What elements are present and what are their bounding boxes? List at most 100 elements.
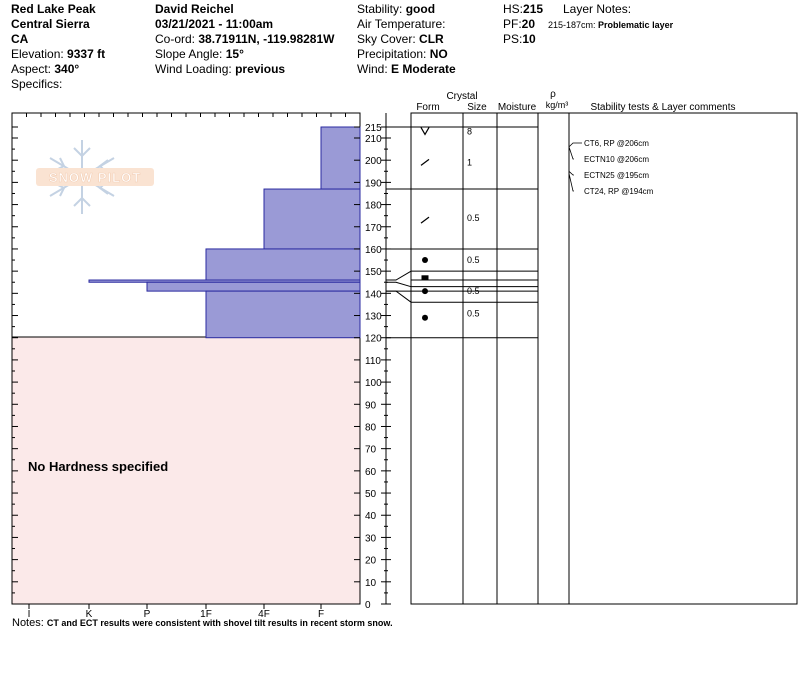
layer-connector-line [386,270,412,281]
depth-axis: 2152102001901801701601501401301201101009… [12,123,391,611]
sky-value: CLR [419,32,444,46]
hardness-bar-2 [205,248,361,281]
stability-tests: CT6, RP @206cm ECTN10 @206cm ECTN25 @195cm… [568,139,654,196]
no-hardness-area [12,337,360,604]
watermark-text: SNOW PILOT [49,170,141,185]
rounded-grain-icon [422,314,428,321]
crystal-table [386,112,798,605]
header-col-snowpack: HS:215 PF:20 PS:10 [503,2,543,47]
range-name: Central Sierra [11,17,90,31]
hardness-tick-label: 4F [258,609,270,620]
depth-tick-label: 80 [365,422,377,433]
aspect-value: 340° [54,62,80,76]
stability-label: Stability: [357,2,403,16]
layer-note-range: 215-187cm: [548,20,596,30]
snowpilot-watermark: SNOW PILOT [36,140,154,214]
rounded-grain-icon [422,257,428,264]
aspect-label: Aspect: [11,62,52,76]
depth-tick-label: 40 [365,511,377,522]
hardness-bar-4 [146,281,361,292]
depth-tick-label: 100 [365,378,382,389]
layer-note: 215-187cm: Problematic layer [548,18,673,33]
grain-size-label: 0.5 [467,213,480,223]
depth-tick-label: 60 [365,467,377,478]
wind-loading-value: previous [235,62,286,76]
hardness-tick-label: I [28,609,31,620]
sky-label: Sky Cover: [357,32,416,46]
grain-size-label: 0.5 [467,286,480,296]
hs-label: HS: [503,2,524,16]
observer-name: David Reichel [155,2,234,16]
grain-size-label: 8 [467,126,472,136]
col-rho-header: ρ [550,89,556,100]
stability-test-leader [568,146,574,160]
grain-size-label: 1 [467,157,472,167]
hardness-bar-1 [263,188,361,250]
depth-tick-label: 90 [365,400,377,411]
pf-label: PF: [503,17,522,31]
coord-label: Co-ord: [155,32,196,46]
col-size-header: Size [467,102,487,113]
grain-sizes: 8 1 0.5 0.5 0.5 0.5 [467,126,480,318]
air-temp-label: Air Temperature: [357,17,446,31]
hardness-axis: I K P 1F 4F F [11,113,361,620]
watermark-band [36,168,154,186]
stability-test-label: CT6, RP @206cm [584,139,649,148]
layer-connector-line [386,290,412,303]
wind-value: E Moderate [391,62,456,76]
no-hardness-text: No Hardness specified [28,459,168,474]
hardness-tick-label: 1F [200,609,212,620]
precip-label: Precipitation: [357,47,427,61]
elevation-label: Elevation: [11,47,64,61]
depth-tick-label: 180 [365,201,382,212]
layer-connector-line [386,281,412,288]
hardness-tick-label: K [86,609,93,620]
slope-label: Slope Angle: [155,47,223,61]
depth-tick-label: 140 [365,289,382,300]
decomposing-grain-icon [420,158,430,166]
stability-test-label: ECTN25 @195cm [584,171,649,180]
header-col-location: Red Lake Peak Central Sierra CA Elevatio… [11,2,105,92]
slope-value: 15° [225,47,244,61]
depth-tick-label: 0 [365,600,371,611]
header-col-conditions: Stability: good Air Temperature: Sky Cov… [357,2,456,77]
precip-grain-icon [420,127,430,136]
location-name: Red Lake Peak [11,2,96,16]
layer-note-text: Problematic layer [598,20,674,30]
grain-size-label: 0.5 [467,308,480,318]
stability-test-leader [568,173,574,192]
grain-size-label: 0.5 [467,255,480,265]
elevation-value: 9337 ft [67,47,106,61]
col-moisture-header: Moisture [498,102,537,113]
pf-value: 20 [521,17,536,31]
depth-tick-label: 130 [365,312,382,323]
specifics-label: Specifics: [11,77,63,91]
coord-value: 38.71911N, -119.98281W [198,32,335,46]
stability-test-label: CT24, RP @194cm [584,187,654,196]
depth-tick-label: 215 [365,123,382,134]
depth-tick-label: 170 [365,223,382,234]
col-form-header: Form [416,102,439,113]
ps-label: PS: [503,32,523,46]
hardness-tick-label: F [318,609,324,620]
ps-value: 10 [522,32,536,46]
wind-label: Wind: [357,62,388,76]
header-col-observer: David Reichel 03/21/2021 - 11:00am Co-or… [155,2,334,77]
grain-forms [420,127,430,321]
precip-value: NO [429,47,448,61]
depth-tick-label: 50 [365,489,377,500]
stability-test-leader [568,170,574,176]
observation-datetime: 03/21/2021 - 11:00am [155,17,274,31]
depth-tick-label: 120 [365,334,382,345]
depth-tick-label: 70 [365,445,377,456]
notes: Notes: CT and ECT results were consisten… [12,617,393,630]
decomposing-grain-icon [420,216,430,224]
depth-tick-label: 30 [365,533,377,544]
depth-tick-label: 110 [365,356,381,367]
depth-tick-label: 200 [365,156,382,167]
hs-value: 215 [523,2,544,16]
depth-tick-label: 10 [365,578,377,589]
depth-tick-label: 190 [365,178,382,189]
wind-loading-label: Wind Loading: [155,62,232,76]
layer-notes-label: Layer Notes: [563,2,632,16]
